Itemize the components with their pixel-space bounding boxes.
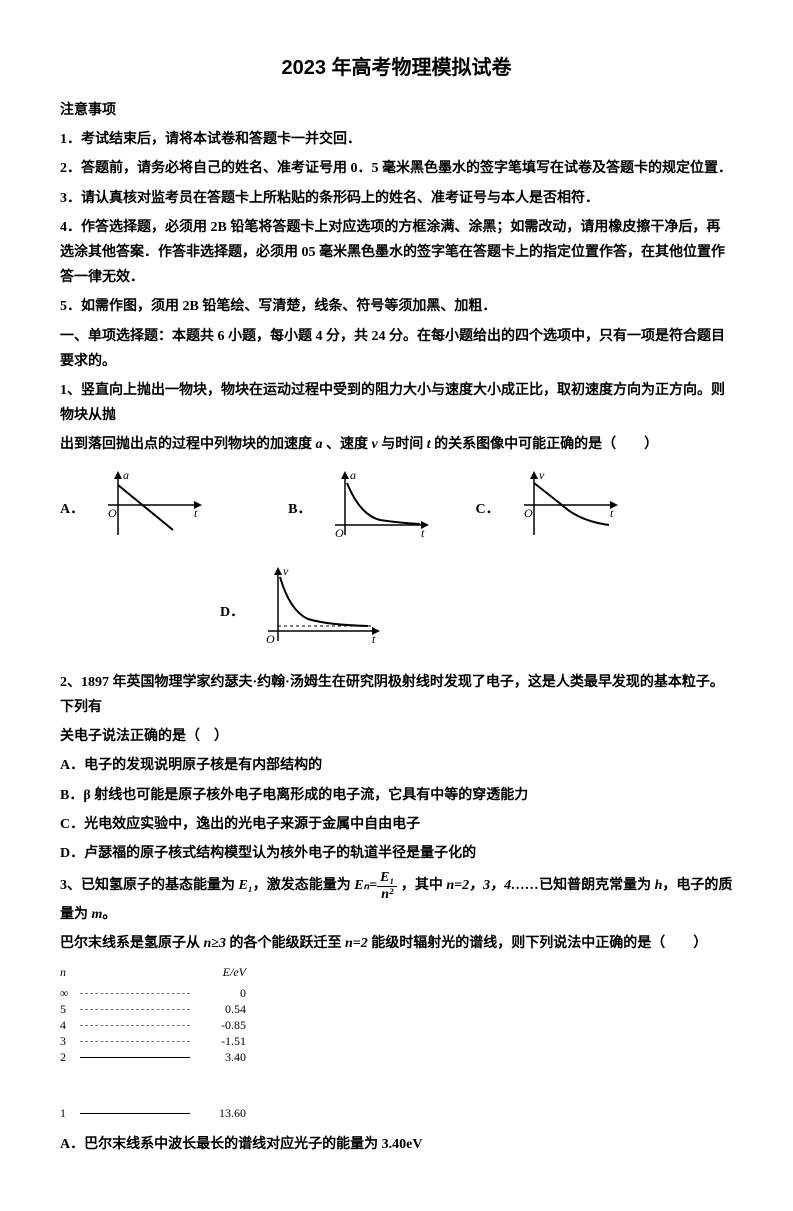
energy-level-diagram: n E/eV ∞ 0 5 0.54 4 -0.85 3 -1.51 2 3.40… xyxy=(60,962,733,1122)
notice-3: 3．请认真核对监考员在答题卡上所粘贴的条形码上的姓名、准考证号与本人是否相符． xyxy=(60,186,733,211)
energy-line-inf xyxy=(80,993,190,994)
q3-mid2: ，其中 xyxy=(397,878,446,893)
q3-stem-line2: 巴尔末线系是氢原子从 n≥3 的各个能级跃迁至 n=2 能级时辐射光的谱线，则下… xyxy=(60,931,733,956)
q3-mid3: 已知普朗克常量为 xyxy=(539,878,655,893)
energy-head-e: E/eV xyxy=(196,962,246,984)
graph-b-xlabel: t xyxy=(421,526,425,540)
q2-opt-c: C．光电效应实验中，逸出的光电子来源于金属中自由电子 xyxy=(60,812,733,837)
q2-opt-d: D．卢瑟福的原子核式结构模型认为核外电子的轨道半径是量子化的 xyxy=(60,841,733,866)
graph-c-xlabel: t xyxy=(610,506,614,520)
energy-line-2 xyxy=(80,1057,190,1058)
energy-val-1: 13.60 xyxy=(196,1103,246,1125)
q3-opt-a: A．巴尔末线系中波长最长的谱线对应光子的能量为 3.40eV xyxy=(60,1132,733,1157)
q1-stem-pre: 出到落回抛出点的过程中列物块的加速度 xyxy=(60,437,316,452)
q3-nvals: n=2，3，4…… xyxy=(446,878,539,893)
energy-n-2: 2 xyxy=(60,1047,74,1069)
energy-row-4: 4 -0.85 xyxy=(60,1018,733,1034)
q1-stem-line2: 出到落回抛出点的过程中列物块的加速度 a 、速度 v 与时间 t 的关系图像中可… xyxy=(60,432,733,457)
q3-eq: = xyxy=(369,878,377,893)
energy-line-1 xyxy=(80,1113,190,1114)
graph-c-ylabel: v xyxy=(539,468,545,482)
q3-l2-end: 能级时辐射光的谱线，则下列说法中正确的是（ ） xyxy=(368,936,708,951)
q3-frac-den: n² xyxy=(377,887,397,902)
energy-val-2: 3.40 xyxy=(196,1047,246,1069)
q1-opt-d-label: D． xyxy=(220,600,244,625)
notice-1: 1．考试结束后，请将本试卷和答题卡一并交回． xyxy=(60,127,733,152)
graph-a-origin: O xyxy=(108,506,117,520)
q1-options-row1: A． a t O B． a t O C． xyxy=(60,465,733,554)
q2-stem-line2: 关电子说法正确的是（ ） xyxy=(60,724,733,749)
section-1-head: 一、单项选择题：本题共 6 小题，每小题 4 分，共 24 分。在每小题给出的四… xyxy=(60,324,733,374)
q3-l2-mid: 的各个能级跃迁至 xyxy=(226,936,345,951)
q3-pre: 3、已知氢原子的基态能量为 xyxy=(60,878,239,893)
q3-ngeq: n≥3 xyxy=(204,936,226,951)
energy-row-inf: ∞ 0 xyxy=(60,986,733,1002)
q2-opt-b: B．β 射线也可能是原子核外电子电离形成的电子流，它具有中等的穿透能力 xyxy=(60,783,733,808)
q3-mid1: ，激发态能量为 xyxy=(253,878,355,893)
notice-4: 4．作答选择题，必须用 2B 铅笔将答题卡上对应选项的方框涂满、涂黑；如需改动，… xyxy=(60,215,733,291)
graph-a-ylabel: a xyxy=(123,468,129,482)
graph-d-xlabel: t xyxy=(372,632,376,646)
q3-m: m xyxy=(92,907,103,922)
q3-end1: 。 xyxy=(102,907,116,922)
q3-e1: E₁ xyxy=(239,878,253,893)
q1-graph-d: v t O xyxy=(258,563,388,662)
q1-graph-c: v t O xyxy=(514,465,624,554)
q2-opt-a: A．电子的发现说明原子核是有内部结构的 xyxy=(60,753,733,778)
energy-row-3: 3 -1.51 xyxy=(60,1034,733,1050)
notice-heading: 注意事项 xyxy=(60,98,733,123)
q1-options-row2: D． v t O xyxy=(220,563,733,662)
notice-2: 2．答题前，请务必将自己的姓名、准考证号用 0．5 毫米黑色墨水的签字笔填写在试… xyxy=(60,156,733,181)
q1-opt-c-label: C． xyxy=(475,497,499,522)
q1-opt-a-label: A． xyxy=(60,497,84,522)
energy-header: n E/eV xyxy=(60,962,733,984)
q1-stem-mid: 、速度 xyxy=(323,437,372,452)
graph-b-ylabel: a xyxy=(350,468,356,482)
energy-row-1: 1 13.60 xyxy=(60,1106,733,1122)
q1-stem-end: 的关系图像中可能正确的是（ ） xyxy=(431,437,659,452)
q3-en: Eₙ xyxy=(354,878,369,893)
graph-d-ylabel: v xyxy=(283,564,289,578)
graph-b-origin: O xyxy=(335,526,344,540)
q3-n2: n=2 xyxy=(345,936,368,951)
q3-stem-line1: 3、已知氢原子的基态能量为 E₁，激发态能量为 Eₙ=E₁n² ，其中 n=2，… xyxy=(60,870,733,927)
q3-l2-pre: 巴尔末线系是氢原子从 xyxy=(60,936,204,951)
q1-graph-b: a t O xyxy=(325,465,435,554)
energy-line-5 xyxy=(80,1009,190,1010)
q1-stem-line1: 1、竖直向上抛出一物块，物块在运动过程中受到的阻力大小与速度大小成正比，取初速度… xyxy=(60,378,733,428)
q3-fraction: E₁n² xyxy=(377,870,397,902)
energy-line-3 xyxy=(80,1041,190,1042)
graph-a-xlabel: t xyxy=(194,506,198,520)
energy-row-5: 5 0.54 xyxy=(60,1002,733,1018)
q1-opt-b-label: B． xyxy=(288,497,311,522)
energy-n-1: 1 xyxy=(60,1103,74,1125)
energy-head-n: n xyxy=(60,962,74,984)
q1-stem-post: 与时间 xyxy=(378,437,427,452)
graph-d-origin: O xyxy=(266,632,275,646)
graph-c-origin: O xyxy=(524,506,533,520)
page-title: 2023 年高考物理模拟试卷 xyxy=(60,50,733,86)
q3-frac-num: E₁ xyxy=(377,870,397,886)
q1-graph-a: a t O xyxy=(98,465,208,554)
energy-line-4 xyxy=(80,1025,190,1026)
q1-var-a: a xyxy=(316,437,323,452)
q2-stem-line1: 2、1897 年英国物理学家约瑟夫·约翰·汤姆生在研究阴极射线时发现了电子，这是… xyxy=(60,670,733,720)
energy-row-2: 2 3.40 xyxy=(60,1050,733,1066)
notice-5: 5．如需作图，须用 2B 铅笔绘、写清楚，线条、符号等须加黑、加粗． xyxy=(60,294,733,319)
